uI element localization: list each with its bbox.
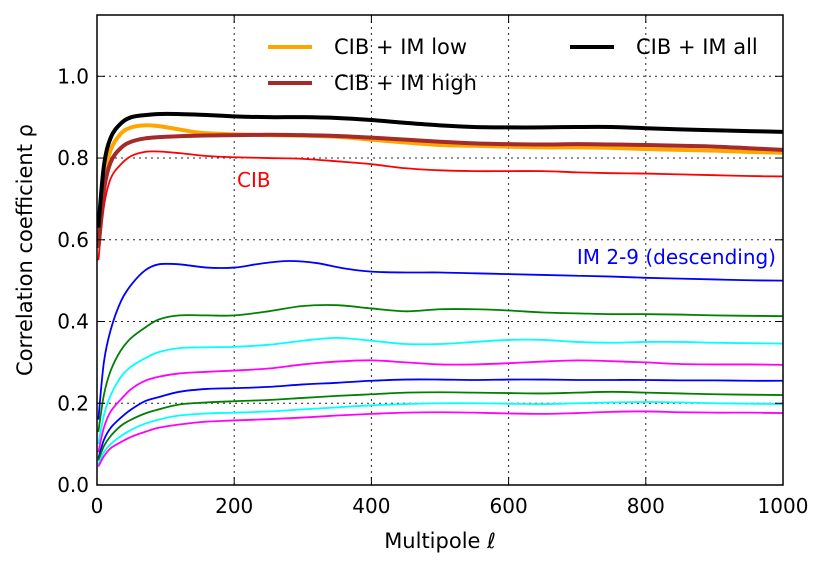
plot-frame: [96, 14, 784, 486]
series-line-cib-im-all: [96, 111, 784, 228]
legend-label-cib-im-all: CIB + IM all: [636, 35, 758, 59]
tick-labels: 0 200 400 600 800 1000 0.0 0.2 0.4 0.6 0.8 1.0: [57, 64, 808, 518]
axis-ticks: [96, 15, 784, 486]
legend-label-cib-im-low: CIB + IM low: [334, 35, 467, 59]
series-line-cib-im-high: [96, 132, 784, 249]
x-tick-label: 0: [91, 494, 104, 518]
series-lines: [96, 111, 784, 468]
series-line-im-6: [97, 378, 784, 459]
series-line-im-9: [97, 410, 784, 468]
series-line-im-2: [97, 260, 784, 420]
annotation-cib: CIB: [237, 168, 271, 192]
y-tick-label: 1.0: [57, 64, 89, 88]
y-tick-label: 0.8: [57, 146, 89, 170]
legend: CIB + IM low CIB + IM high CIB + IM all: [268, 35, 758, 95]
annotation-im-descending: IM 2-9 (descending): [577, 245, 776, 269]
y-axis-label: Correlation coefficient ρ: [13, 124, 37, 376]
y-tick-label: 0.0: [57, 473, 89, 497]
series-line-im-8: [97, 401, 784, 465]
y-tick-label: 0.4: [57, 310, 89, 334]
series-line-im-4: [97, 336, 784, 445]
x-axis-label: Multipole ℓ: [384, 529, 496, 553]
y-tick-label: 0.2: [57, 391, 89, 415]
series-line-im-7: [97, 390, 784, 461]
x-tick-label: 200: [215, 494, 253, 518]
series-line-cib: [97, 150, 784, 261]
x-tick-label: 400: [352, 494, 390, 518]
series-line-im-5: [97, 359, 784, 453]
x-tick-label: 1000: [758, 494, 809, 518]
series-line-im-3: [97, 304, 784, 433]
x-tick-label: 800: [627, 494, 665, 518]
y-tick-label: 0.6: [57, 228, 89, 252]
legend-label-cib-im-high: CIB + IM high: [334, 71, 477, 95]
x-tick-label: 600: [490, 494, 528, 518]
